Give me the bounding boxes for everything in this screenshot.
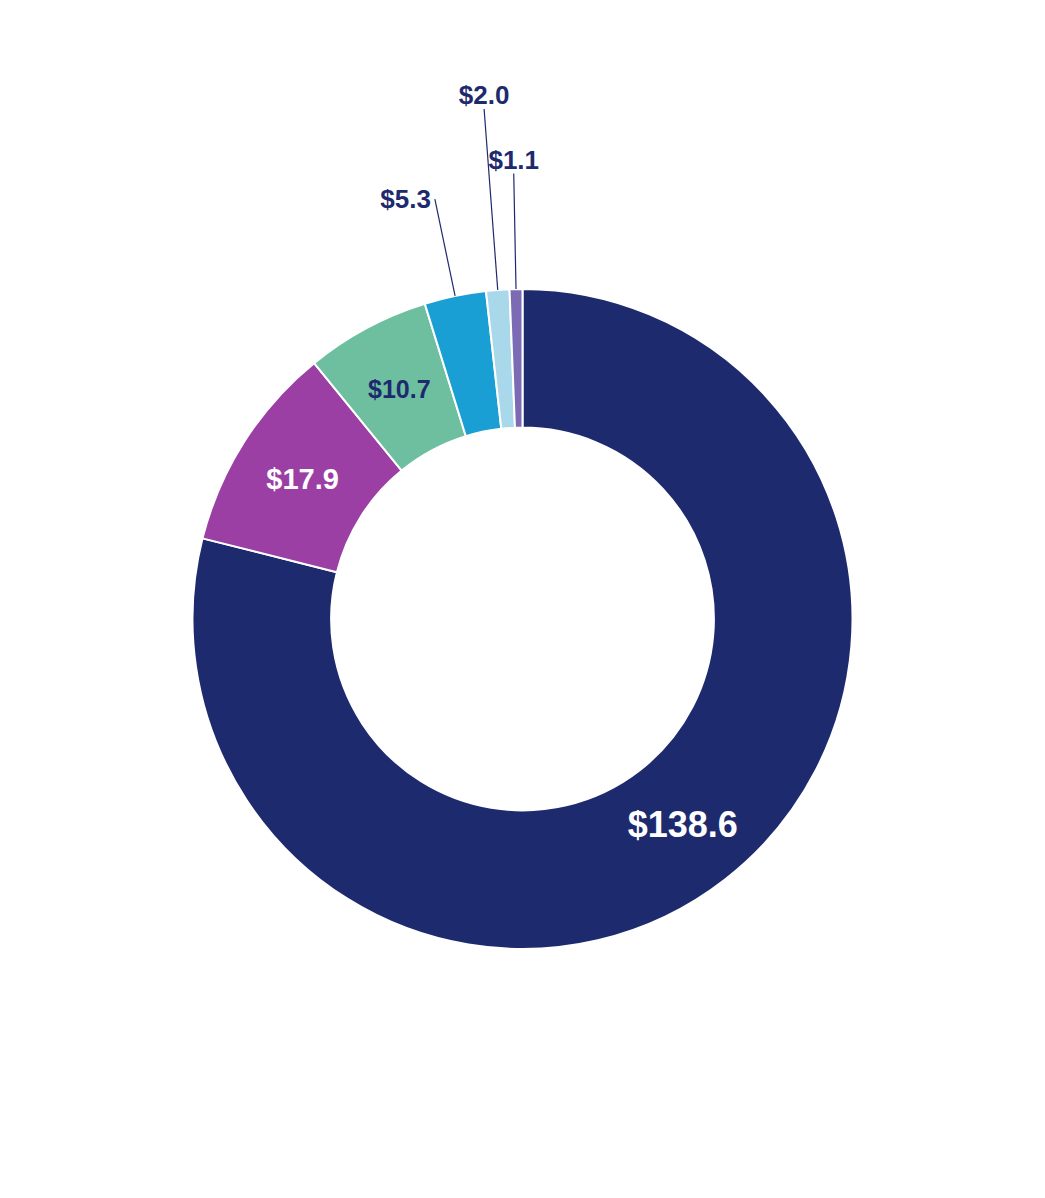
data-label: $2.0	[459, 80, 510, 110]
leader-line	[435, 199, 455, 296]
donut-wedge	[510, 289, 523, 428]
data-label: $138.6	[628, 804, 738, 845]
leader-line	[514, 174, 516, 289]
leader-line	[484, 109, 498, 290]
data-label: $17.9	[266, 463, 339, 495]
donut-wedge	[192, 289, 852, 949]
data-label: $10.7	[368, 375, 431, 403]
chart-svg: $138.6 $17.9 $10.7 $5.3 $2.0 $1.1	[0, 0, 1045, 1198]
data-label: $1.1	[488, 145, 539, 175]
labels: $138.6 $17.9 $10.7 $5.3 $2.0 $1.1	[266, 80, 737, 845]
chart-container: $138.6 $17.9 $10.7 $5.3 $2.0 $1.1	[0, 0, 1045, 1198]
data-label: $5.3	[380, 184, 431, 214]
wedges	[192, 289, 852, 949]
